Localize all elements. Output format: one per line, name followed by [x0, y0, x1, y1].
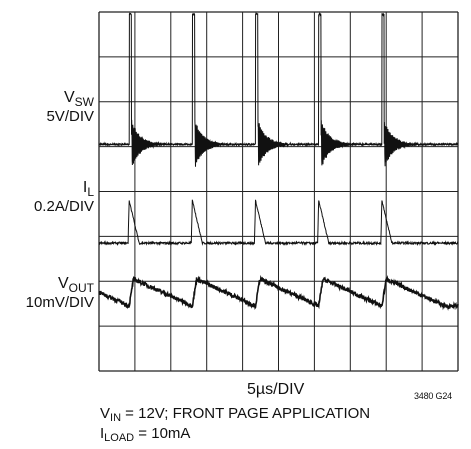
scope-grid [98, 11, 459, 372]
vout-trace [98, 274, 459, 311]
scope-traces [98, 11, 459, 311]
il-channel-scale: 0.2A/DIV [34, 198, 94, 215]
caption-line-1: VIN = 12V; FRONT PAGE APPLICATION [100, 405, 371, 424]
figure-id-label: 3480 G24 [414, 391, 452, 401]
caption-line-2: ILOAD = 10mA [100, 425, 191, 444]
il-trace [98, 199, 459, 247]
vsw-trace [98, 11, 459, 167]
vsw-channel-name: VSW [64, 89, 95, 109]
vout-channel-name: VOUT [58, 275, 95, 295]
time-per-div-label: 5µs/DIV [247, 381, 305, 398]
vout-channel-scale: 10mV/DIV [26, 294, 94, 311]
il-channel-name: IL [83, 179, 94, 199]
vsw-channel-scale: 5V/DIV [46, 108, 94, 125]
